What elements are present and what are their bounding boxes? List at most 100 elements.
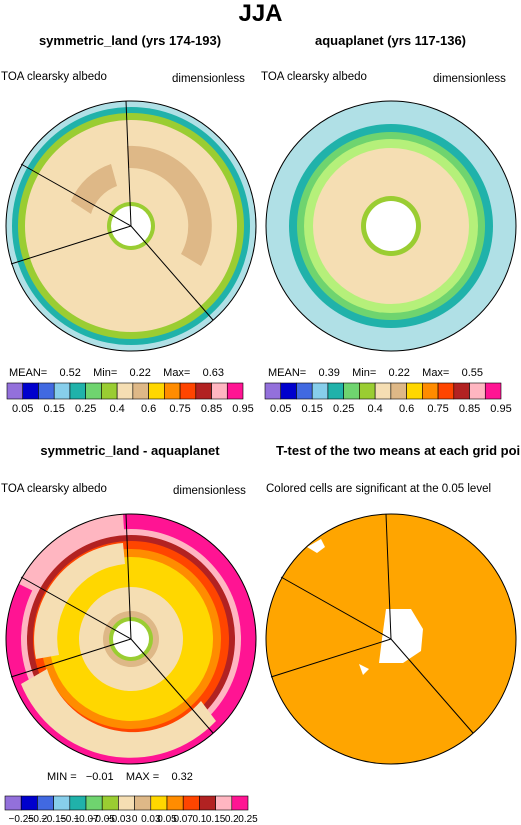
colorbar-tick-label: 0.05 xyxy=(157,814,177,825)
panel-3-stats: MIN = −0.01 MAX = 0.32 xyxy=(47,771,193,783)
colorbar-swatch xyxy=(311,382,329,400)
colorbar-swatch xyxy=(453,382,470,400)
panel-3-title: symmetric_land - aquaplanet xyxy=(40,443,220,458)
colorbar-swatch xyxy=(6,382,24,400)
max-label: Max= xyxy=(422,367,450,379)
colorbar-swatch xyxy=(359,382,376,400)
colorbar-swatch xyxy=(390,382,407,400)
colorbar-swatch xyxy=(182,795,200,811)
colorbar-swatch xyxy=(211,382,228,400)
polar-plot-2 xyxy=(265,100,517,352)
colorbar-swatch xyxy=(215,795,233,811)
colorbar-tick-label: −0.1 xyxy=(60,814,80,825)
colorbar-tick-label: 0.4 xyxy=(109,403,124,415)
panel-2-title: aquaplanet (yrs 117-136) xyxy=(314,33,467,48)
colorbar-swatch xyxy=(199,795,216,811)
colorbar-tick-label: 0.95 xyxy=(490,403,511,415)
colorbar-swatch xyxy=(69,795,87,811)
plot-frame xyxy=(5,100,257,352)
land-boundary-line xyxy=(125,513,132,640)
panel-1-stats: MEAN= 0.52 Min= 0.22 Max= 0.63 xyxy=(9,367,224,379)
colorbar-tick-label: −0.25 xyxy=(9,814,35,825)
min-value: 0.22 xyxy=(129,367,151,379)
colorbar-swatch xyxy=(231,795,249,811)
panel-1-units-label: dimensionless xyxy=(172,73,245,85)
panel-1-colorbar: 0.05 0.15 0.25 0.4 0.6 0.75 0.85 0.95 xyxy=(6,382,254,415)
colorbar-swatch xyxy=(101,795,119,811)
colorbar-swatch xyxy=(37,795,54,811)
band-0 xyxy=(34,543,125,659)
plot-frame xyxy=(5,513,257,765)
max-value: 0.63 xyxy=(202,367,225,379)
insignificant-cells xyxy=(307,539,325,553)
colorbar-tick-label: 0.15 xyxy=(206,814,226,825)
colorbar-swatch xyxy=(4,795,22,811)
land-boundary-line xyxy=(130,638,214,734)
colorbar-swatch xyxy=(166,795,184,811)
colorbar-tick-label: 0.75 xyxy=(169,403,190,415)
plot-frame xyxy=(265,100,517,352)
colorbar-swatch xyxy=(101,382,118,400)
colorbar-swatch xyxy=(69,382,86,400)
land-boundary-line xyxy=(385,513,392,640)
polar-plot-1 xyxy=(5,100,257,352)
panel-2-stats: MEAN= 0.39 Min= 0.22 Max= 0.55 xyxy=(268,367,483,379)
land-band-0.6 xyxy=(127,145,212,266)
colorbar-tick-label: 0.25 xyxy=(75,403,96,415)
colorbar-swatch xyxy=(484,382,502,400)
panel-2-colorbar: 0.05 0.15 0.25 0.4 0.6 0.75 0.85 0.95 xyxy=(264,382,512,415)
panel-2-units-label: dimensionless xyxy=(433,73,506,85)
colorbar-swatch xyxy=(132,382,149,400)
colorbar-swatch xyxy=(374,382,392,400)
colorbar-swatch xyxy=(164,382,181,400)
polar-plot-3 xyxy=(5,513,257,765)
colorbar-tick-label: 0.85 xyxy=(201,403,222,415)
colorbar-tick-label: 0 xyxy=(132,814,138,825)
colorbar-swatch xyxy=(85,382,102,400)
panel-4-title: T-test of the two means at each grid poi… xyxy=(276,443,521,458)
polar-plot-4 xyxy=(265,513,517,765)
colorbar-tick-label: 0.85 xyxy=(459,403,480,415)
colorbar-swatch xyxy=(22,382,39,400)
colorbar-tick-label: 0.15 xyxy=(43,403,64,415)
max-label: MAX = xyxy=(125,771,160,783)
colorbar-tick-label: 0.25 xyxy=(238,814,258,825)
land-boundary-line xyxy=(10,638,132,678)
min-label: Min= xyxy=(93,367,118,379)
panel-3-variable-label: TOA clearsky albedo xyxy=(1,483,107,495)
land-boundary-line xyxy=(390,638,474,734)
colorbar-tick-label: 0.2 xyxy=(225,814,239,825)
colorbar-swatch xyxy=(53,382,71,400)
panel-4-significance-note: Colored cells are significant at the 0.0… xyxy=(266,483,492,495)
colorbar-swatch xyxy=(422,382,439,400)
colorbar-tick-label: 0.75 xyxy=(427,403,448,415)
colorbar-tick-label: −0.15 xyxy=(41,814,67,825)
colorbar-swatch xyxy=(20,795,38,811)
colorbar-swatch xyxy=(134,795,152,811)
colorbar-swatch xyxy=(150,795,168,811)
colorbar-swatch xyxy=(38,382,55,400)
colorbar-swatch xyxy=(327,382,344,400)
panel-1-title: symmetric_land (yrs 174-193) xyxy=(38,33,222,48)
colorbar-swatch xyxy=(179,382,197,400)
colorbar-swatch xyxy=(406,382,423,400)
colorbar-swatch xyxy=(437,382,455,400)
colorbar-swatch xyxy=(296,382,313,400)
mean-label: MEAN= xyxy=(268,367,307,379)
land-band-0.6-west xyxy=(71,164,117,214)
colorbar-tick-label: 0.05 xyxy=(270,403,291,415)
panel-1-variable-label: TOA clearsky albedo xyxy=(1,71,107,83)
main-title: JJA xyxy=(238,0,283,27)
colorbar-swatch xyxy=(226,382,244,400)
panel-3-units-label: dimensionless xyxy=(173,485,246,497)
panel-2-variable-label: TOA clearsky albedo xyxy=(261,71,367,83)
colorbar-swatch xyxy=(280,382,297,400)
colorbar-tick-label: 0.05 xyxy=(12,403,33,415)
land-boundary-line xyxy=(130,225,214,321)
max-label: Max= xyxy=(163,367,191,379)
mean-value: 0.52 xyxy=(59,367,81,379)
colorbar-tick-label: 0.15 xyxy=(301,403,322,415)
colorbar-tick-label: 0.03 xyxy=(141,814,161,825)
panel-3-colorbar: −0.25−0.2−0.15−0.1−0.07−0.05−0.03 0 0.030.… xyxy=(4,795,258,825)
mean-label: MEAN= xyxy=(9,367,48,379)
